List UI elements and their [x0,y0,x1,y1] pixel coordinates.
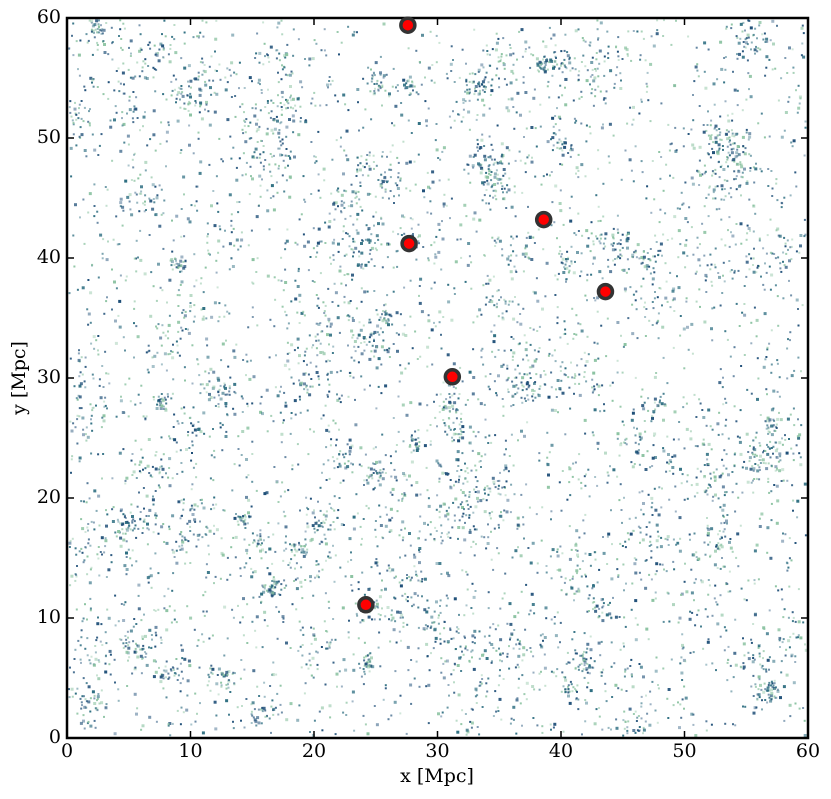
y-tick-label: 30 [37,366,61,388]
x-tick-label: 30 [425,740,449,762]
point [443,368,462,386]
particle-texture [68,19,808,737]
x-tick-label: 20 [302,740,326,762]
point [357,596,375,614]
point [534,210,553,229]
y-tick-label: 0 [49,726,61,748]
x-tick-label: 50 [672,740,696,762]
x-tick-label: 40 [549,740,573,762]
y-tick-label: 40 [37,246,61,268]
y-tick-label: 60 [37,6,61,28]
x-tick-label: 10 [178,740,202,762]
plot-frame [65,16,810,740]
x-axis-label: x [Mpc] [400,765,474,787]
y-tick-label: 50 [37,126,61,148]
point [400,234,418,253]
point [399,16,417,34]
point [596,282,615,301]
y-tick-label: 20 [37,486,61,508]
x-tick-label: 0 [61,740,73,762]
x-tick-label: 60 [796,740,820,762]
y-tick-label: 10 [37,606,61,628]
y-axis-label: y [Mpc] [8,341,30,416]
